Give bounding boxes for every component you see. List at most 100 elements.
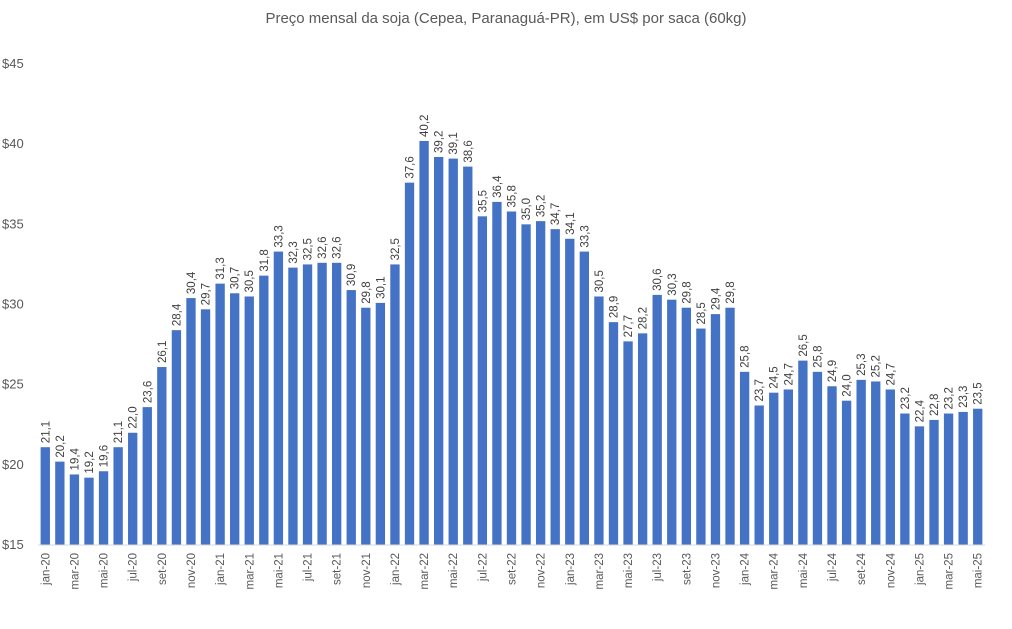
x-tick-label: mar-23 (594, 553, 606, 589)
bar (361, 307, 371, 545)
x-tick-label: jul-22 (477, 553, 489, 582)
data-label: 23,2 (900, 387, 912, 409)
bar (259, 275, 269, 545)
bar (288, 267, 298, 545)
x-tick-label: nov-21 (361, 553, 373, 588)
data-label: 25,2 (871, 355, 883, 377)
data-label: 35,5 (477, 190, 489, 212)
x-tick-label: jul-20 (128, 553, 140, 582)
bar (433, 156, 444, 545)
x-tick-label: mai-24 (798, 552, 810, 588)
bar (535, 221, 546, 546)
bar (739, 371, 750, 545)
data-label: 37,6 (405, 156, 417, 178)
data-label: 30,4 (186, 271, 198, 294)
x-tick-label: nov-23 (710, 553, 722, 588)
x-tick-label: jul-21 (303, 553, 315, 582)
bar (40, 447, 50, 545)
data-label: 22,4 (914, 399, 926, 422)
bar (725, 307, 735, 545)
data-label: 24,7 (885, 363, 897, 385)
data-label: 29,7 (201, 283, 213, 305)
bar (171, 330, 182, 545)
bar (841, 400, 852, 545)
bar (608, 322, 619, 545)
bar (98, 471, 109, 545)
data-label: 22,8 (929, 394, 941, 416)
data-label: 31,8 (259, 249, 271, 271)
bar (565, 238, 575, 545)
bar (885, 389, 895, 545)
bar (463, 166, 473, 545)
bar (637, 333, 648, 545)
bar (375, 302, 386, 545)
bar (594, 296, 604, 545)
bar (404, 182, 415, 545)
data-label: 35,0 (521, 198, 533, 220)
x-tick-label: set-20 (157, 553, 169, 585)
x-tick-label: jan-20 (40, 553, 52, 586)
data-label: 26,1 (157, 341, 169, 363)
x-tick-label: jan-24 (740, 552, 752, 586)
data-label: 30,6 (652, 268, 664, 290)
bar (973, 408, 983, 545)
x-tick-label: mar-25 (944, 553, 956, 589)
x-tick-label: mai-22 (448, 553, 460, 588)
data-label: 24,9 (827, 360, 839, 382)
bar (827, 386, 837, 545)
bar (390, 264, 400, 545)
y-tick-label: $25 (2, 377, 24, 392)
bar (55, 461, 65, 545)
y-tick-label: $20 (2, 457, 24, 472)
data-label: 25,8 (740, 345, 752, 367)
data-label: 39,1 (448, 132, 460, 154)
bar (550, 229, 560, 546)
x-tick-label: jul-24 (827, 552, 839, 582)
data-label: 23,6 (142, 381, 154, 403)
data-label: 34,1 (565, 212, 577, 234)
data-label: 29,8 (361, 281, 373, 303)
x-tick-label: set-24 (856, 552, 868, 585)
bar (157, 367, 167, 545)
x-tick-label: mar-20 (69, 553, 81, 589)
bar (492, 201, 502, 546)
data-label: 32,3 (288, 241, 300, 263)
y-tick-label: $35 (2, 216, 24, 231)
data-label: 19,4 (69, 447, 81, 470)
data-label: 27,7 (623, 315, 635, 337)
bar (200, 309, 211, 545)
x-tick-label: nov-24 (885, 552, 897, 588)
x-tick-label: mar-22 (419, 553, 431, 589)
bar (696, 328, 706, 545)
data-label: 30,1 (375, 277, 387, 299)
data-label: 30,5 (594, 270, 606, 292)
data-label: 33,3 (273, 225, 285, 247)
bar (812, 371, 823, 545)
x-tick-label: nov-20 (186, 553, 198, 588)
bar (186, 298, 196, 545)
data-label: 30,3 (667, 273, 679, 295)
bars (40, 140, 983, 546)
data-label: 35,8 (507, 185, 519, 207)
bar (84, 477, 94, 545)
bar (754, 405, 764, 545)
data-label: 39,2 (434, 131, 446, 153)
x-tick-label: mai-20 (99, 553, 111, 588)
y-tick-label: $45 (2, 56, 24, 71)
bar (477, 216, 488, 546)
y-tick-label: $30 (2, 297, 24, 312)
bar (856, 379, 866, 545)
x-tick-label: mar-21 (244, 553, 256, 589)
bar (128, 432, 138, 545)
data-label: 32,5 (303, 238, 315, 260)
data-label: 29,8 (681, 281, 693, 303)
bar (273, 251, 284, 545)
bar (419, 140, 429, 545)
bar (346, 290, 356, 545)
bar (871, 381, 881, 545)
data-label: 32,6 (317, 236, 329, 258)
bar (244, 296, 254, 545)
data-label: 34,7 (550, 203, 562, 225)
x-axis: jan-20 mar-20 mai-20 jul-20 set-20 nov-20 jan-… (38, 544, 985, 589)
x-tick-label: jan-22 (390, 553, 402, 586)
